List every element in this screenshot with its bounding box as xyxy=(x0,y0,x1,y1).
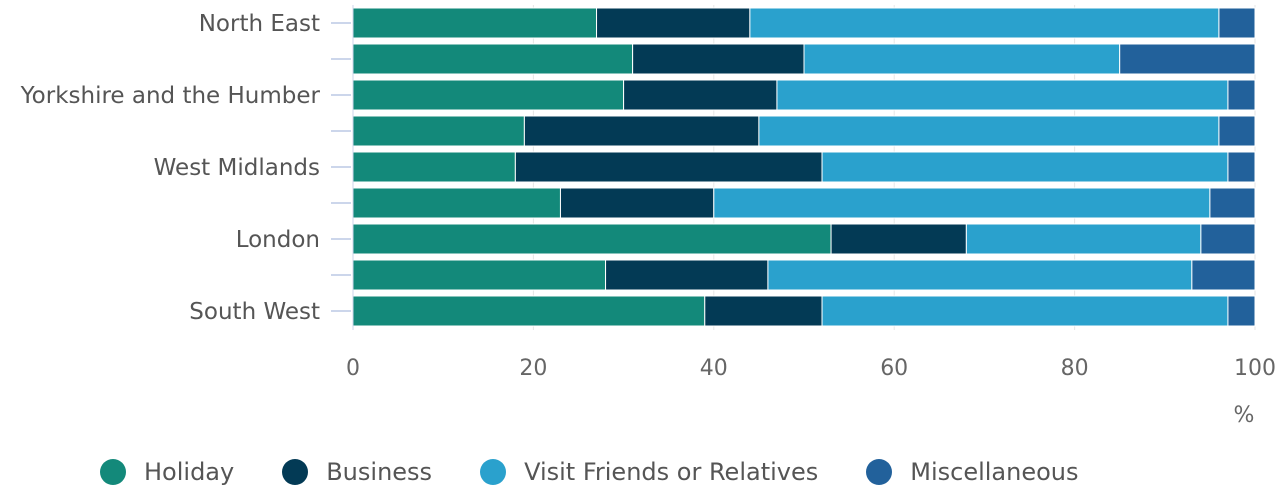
stacked-bar-chart: North East Yorkshire and the Humber West M… xyxy=(20,5,1276,428)
bar-segment xyxy=(758,115,1220,147)
legend-label: Visit Friends or Relatives xyxy=(524,458,819,486)
legend-swatch xyxy=(866,459,893,485)
bar-segment xyxy=(352,7,598,39)
bar-segment xyxy=(776,79,1229,111)
bar-segment xyxy=(623,79,778,111)
bar-segment xyxy=(767,259,1193,291)
bar-segment xyxy=(352,79,625,111)
bar-segment xyxy=(352,151,516,183)
x-tick-label: 60 xyxy=(880,356,908,381)
x-tick-label: 20 xyxy=(519,356,547,381)
bar-segment xyxy=(352,115,525,147)
legend-swatch xyxy=(282,459,309,485)
legend-item[interactable]: Miscellaneous xyxy=(866,458,1079,486)
bar-segment xyxy=(523,115,760,147)
bar-segment xyxy=(830,223,967,255)
bar-segment xyxy=(749,7,1220,39)
category-label: South West xyxy=(189,299,320,325)
bar-segment xyxy=(965,223,1202,255)
category-label: Yorkshire and the Humber xyxy=(20,83,321,109)
bar-segment xyxy=(713,187,1211,219)
bar-segment xyxy=(704,295,823,327)
bar-segment xyxy=(559,187,715,219)
category-label: West Midlands xyxy=(154,155,320,181)
bar-segment xyxy=(821,295,1229,327)
category-label: North East xyxy=(199,11,320,37)
legend-item[interactable]: Holiday xyxy=(100,458,234,486)
bar-segment xyxy=(352,187,561,219)
bar-segment xyxy=(821,151,1229,183)
bar-segment xyxy=(1227,151,1256,183)
x-tick-label: 100 xyxy=(1234,356,1276,381)
bar-segment xyxy=(352,223,832,255)
x-tick-label: 0 xyxy=(346,356,360,381)
legend-label: Business xyxy=(326,458,433,486)
bar-segment xyxy=(605,259,769,291)
legend-label: Holiday xyxy=(144,458,235,486)
bar-segment xyxy=(1227,79,1256,111)
bar-segment xyxy=(352,259,607,291)
legend-label: Miscellaneous xyxy=(910,458,1079,486)
legend-item[interactable]: Visit Friends or Relatives xyxy=(480,458,818,486)
bar-segment xyxy=(1218,7,1256,39)
bar-segment xyxy=(352,43,634,75)
legend: Holiday Business Visit Friends or Relative… xyxy=(100,458,1127,486)
bar-segment xyxy=(1218,115,1256,147)
bars xyxy=(352,7,1256,327)
bar-segment xyxy=(1119,43,1256,75)
bar-segment xyxy=(596,7,751,39)
category-label: London xyxy=(236,227,320,253)
bar-segment xyxy=(514,151,823,183)
legend-swatch xyxy=(100,459,126,485)
bar-segment xyxy=(352,295,706,327)
x-tick-label: 80 xyxy=(1061,356,1089,381)
legend-swatch xyxy=(480,459,507,485)
bar-segment xyxy=(632,43,805,75)
bar-segment xyxy=(1200,223,1256,255)
category-axis: North East Yorkshire and the Humber West M… xyxy=(20,5,354,330)
bar-segment xyxy=(1227,295,1256,327)
bar-segment xyxy=(1191,259,1256,291)
x-tick-label: 40 xyxy=(700,356,728,381)
bar-segment xyxy=(803,43,1121,75)
x-axis-label: % xyxy=(1234,403,1255,428)
value-axis: 0 20 40 60 80 100 xyxy=(346,356,1276,381)
legend-item[interactable]: Business xyxy=(282,458,432,486)
bar-segment xyxy=(1209,187,1256,219)
